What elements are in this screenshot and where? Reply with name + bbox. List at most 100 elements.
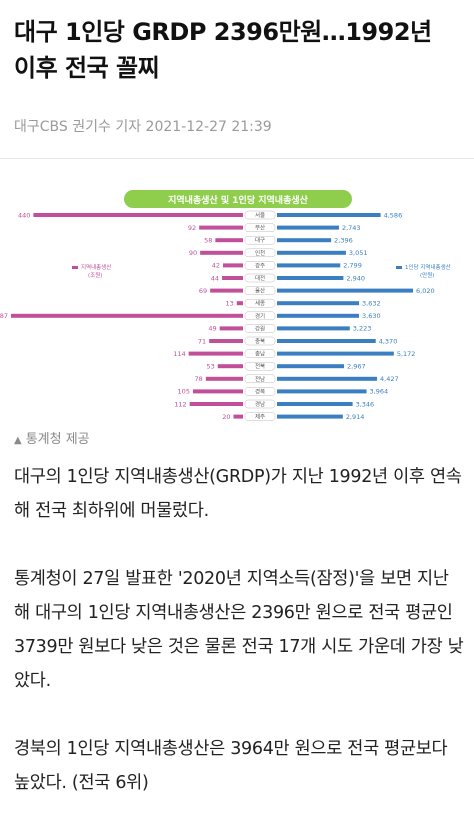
city-label-5: 대전: [255, 274, 265, 282]
bar-right-16: [277, 414, 343, 419]
city-label-7: 세종: [255, 299, 265, 307]
city-pill-14: [244, 387, 276, 396]
value-label-right-13: 4,427: [380, 375, 399, 383]
city-label-11: 충남: [255, 350, 265, 358]
paragraph-3: 경북의 1인당 지역내총생산은 3964만 원으로 전국 평균보다 높았다. (…: [14, 739, 448, 793]
bar-left-16: [233, 414, 243, 419]
legend-right-swatch: [396, 266, 402, 269]
bar-right-3: [277, 250, 346, 255]
chart-title-banner: [124, 190, 352, 208]
bar-right-6: [277, 288, 413, 293]
image-caption: ▲ 통계청 제공: [14, 428, 90, 447]
value-label-left-10: 71: [198, 337, 206, 345]
city-pill-13: [244, 374, 276, 384]
bar-left-9: [219, 326, 243, 331]
legend-left-unit: (조원): [88, 271, 102, 279]
chart-figure[interactable]: 지역내총생산 및 1인당 지역내총생산 서울 440 4,586 부산 92 2,743 대구…: [0, 178, 474, 428]
bar-right-13: [277, 376, 378, 381]
city-pill-9: [244, 324, 276, 333]
bar-left-15: [189, 402, 243, 406]
bar-left-1: [199, 225, 243, 230]
city-pill-4: [244, 261, 276, 270]
value-label-right-0: 4,586: [384, 211, 403, 219]
value-label-right-3: 3,051: [349, 249, 368, 257]
city-label-6: 울산: [255, 287, 265, 295]
bar-left-10: [209, 339, 243, 343]
city-pill-10: [244, 336, 276, 346]
value-label-right-5: 2,940: [346, 274, 365, 282]
value-label-left-15: 112: [174, 400, 186, 408]
city-pill-1: [244, 223, 276, 232]
bar-left-5: [222, 276, 243, 280]
value-label-right-11: 5,172: [397, 350, 416, 358]
legend-right-unit: (만원): [420, 271, 434, 279]
city-pill-3: [244, 248, 276, 258]
bar-left-7: [236, 301, 243, 306]
bar-left-14: [192, 389, 243, 394]
bar-left-4: [222, 263, 243, 268]
legend-left-swatch: [72, 266, 78, 269]
chart-title: 지역내총생산 및 1인당 지역내총생산: [168, 194, 309, 206]
value-label-left-2: 58: [204, 237, 212, 245]
value-label-right-8: 3,630: [362, 312, 381, 320]
bar-right-8: [277, 313, 360, 318]
city-label-1: 부산: [255, 224, 265, 232]
city-label-8: 경기: [255, 312, 265, 320]
bar-right-15: [277, 402, 353, 406]
city-pill-15: [244, 399, 276, 409]
city-label-4: 광주: [255, 262, 265, 269]
bar-right-0: [277, 213, 381, 217]
bar-right-7: [277, 301, 360, 306]
article-byline: 대구CBS 권기수 기자 2021-12-27 21:39: [14, 119, 272, 135]
value-label-left-14: 105: [178, 388, 190, 396]
value-label-left-16: 20: [222, 413, 230, 421]
value-label-left-8: 487: [0, 312, 8, 320]
city-pill-8: [244, 311, 276, 321]
bar-left-3: [200, 250, 243, 255]
legend-left-label: 지역내총생산: [81, 263, 111, 271]
value-label-left-0: 440: [18, 211, 30, 219]
value-label-left-4: 42: [212, 262, 220, 270]
city-label-12: 전북: [255, 362, 265, 370]
bar-left-11: [188, 351, 243, 356]
city-pill-12: [244, 361, 276, 371]
city-pill-11: [244, 349, 276, 358]
paragraph-2: 통계청이 27일 발표한 '2020년 지역소득(잠정)'을 보면 지난해 대구…: [14, 569, 464, 691]
city-label-10: 충북: [255, 337, 265, 345]
city-pill-2: [244, 235, 276, 245]
bar-right-11: [277, 351, 394, 356]
city-pill-7: [244, 298, 276, 308]
value-label-left-13: 78: [195, 375, 203, 383]
bar-right-14: [277, 389, 367, 394]
bar-right-2: [277, 238, 332, 243]
paragraph-1: 대구의 1인당 지역내총생산(GRDP)가 지난 1992년 이후 연속해 전국…: [14, 467, 462, 521]
bar-right-1: [277, 225, 339, 230]
article-headline: 대구 1인당 GRDP 2396만원…1992년 이후 전국 꼴찌: [14, 18, 432, 82]
value-label-left-1: 92: [188, 224, 196, 232]
city-pill-6: [244, 286, 276, 295]
bar-right-12: [277, 364, 345, 369]
value-label-right-15: 3,346: [356, 400, 375, 408]
city-pill-5: [244, 273, 276, 283]
triangle-up-icon: ▲: [14, 435, 22, 446]
city-label-16: 제주: [255, 413, 265, 421]
city-label-15: 경남: [255, 400, 265, 408]
value-label-right-6: 6,020: [416, 287, 435, 295]
city-label-0: 서울: [255, 211, 265, 219]
value-label-left-7: 13: [226, 300, 234, 308]
bar-left-8: [11, 313, 243, 318]
city-label-14: 경북: [255, 388, 265, 395]
city-pill-0: [244, 210, 276, 220]
value-label-right-10: 4,370: [379, 337, 398, 345]
value-label-right-7: 3,632: [362, 300, 381, 308]
legend-right-label: 1인당 지역내총생산: [405, 263, 451, 271]
bar-right-4: [277, 263, 341, 268]
bar-left-2: [215, 238, 243, 243]
caption-text: 통계청 제공: [25, 432, 90, 447]
city-label-13: 전남: [255, 375, 265, 383]
value-label-right-9: 3,223: [353, 325, 372, 333]
bar-left-12: [217, 364, 243, 369]
city-label-2: 대구: [255, 236, 265, 244]
value-label-right-12: 2,967: [347, 363, 366, 371]
